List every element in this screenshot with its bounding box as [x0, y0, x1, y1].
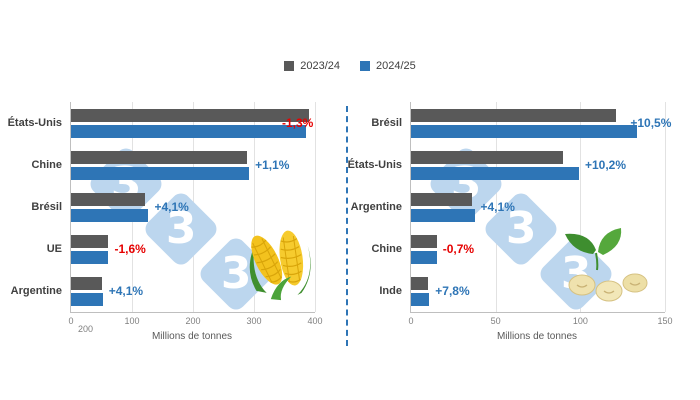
bar-row: -0,7% [411, 228, 665, 270]
bar-row: +1,1% [71, 144, 315, 186]
category-label: Brésil [31, 201, 62, 213]
change-label: -1,6% [114, 242, 146, 256]
bar-row: +10,2% [411, 144, 665, 186]
bar-2024-25 [71, 292, 103, 306]
legend-swatch-2023-24 [284, 61, 295, 71]
bar-row: +4,1% [71, 186, 315, 228]
legend-item-2023-24: 2023/24 [284, 60, 340, 72]
corn-category-labels: États-Unis Chine Brésil UE Argentine [8, 102, 70, 312]
category-label: Argentine [10, 285, 62, 297]
soy-axis-ticks: 0 50 100 150 [408, 312, 672, 328]
category-label: Argentine [350, 201, 402, 213]
corn-bars-area: 0 100 200 300 400 -1,3% +1,1% +4,1% -1,6% +4,1% [68, 102, 323, 326]
change-label: +4,1% [108, 284, 144, 298]
bar-2023-24 [411, 150, 564, 164]
bar-2023-24 [71, 192, 146, 206]
soy-category-labels: Brésil États-Unis Argentine Chine Inde [347, 102, 410, 312]
bar-row: +10,5% [411, 102, 671, 144]
bar-2023-24 [411, 108, 616, 122]
axis-tick-label: 0 [68, 316, 74, 326]
bar-2024-25 [71, 250, 108, 264]
corn-icon [249, 230, 311, 301]
bar-2024-25 [411, 292, 430, 306]
bar-2024-25 [411, 166, 579, 180]
category-label: États-Unis [7, 117, 62, 129]
axis-tick-label: 200 [185, 316, 201, 326]
category-label: Inde [379, 285, 402, 297]
change-label: +1,1% [255, 158, 290, 172]
soy-axis-unit-label: Millions de tonnes [496, 331, 578, 342]
axis-tick-label: 50 [490, 316, 501, 326]
corn-axis-unit-label: Millions de tonnes [151, 331, 233, 342]
category-label: États-Unis [347, 159, 402, 171]
change-label: -1,3% [281, 116, 314, 130]
chart-legend: 2023/24 2024/25 [0, 60, 700, 72]
gridline [665, 102, 666, 312]
bar-2024-25 [71, 208, 149, 222]
bar-2024-25 [411, 208, 475, 222]
change-label: -0,7% [442, 242, 475, 256]
bar-2024-25 [71, 124, 306, 138]
change-label: +4,1% [154, 200, 189, 214]
bar-2023-24 [71, 276, 102, 290]
bar-row: +7,8% [411, 270, 665, 312]
bar-2024-25 [71, 166, 250, 180]
bar-row: +4,1% [411, 186, 665, 228]
gridline [495, 102, 497, 312]
gridline [254, 102, 255, 312]
soy-plot-area: 3 3 3 0 50 100 150 +10,5% +10,2% +4,1% -0,7% +7… [408, 102, 688, 342]
soybean-production-chart: Brésil États-Unis Argentine Chine Inde 3 3 3… [347, 102, 688, 342]
corn-extra-axis-label: 200 [78, 324, 94, 334]
bar-row: +4,1% [71, 270, 315, 312]
bar-2023-24 [411, 234, 437, 248]
change-label: +10,2% [584, 158, 627, 172]
legend-item-2024-25: 2024/25 [360, 60, 416, 72]
legend-label-2024-25: 2024/25 [376, 60, 416, 72]
bar-2023-24 [71, 150, 248, 164]
bar-2024-25 [411, 250, 437, 264]
bar-2023-24 [411, 192, 472, 206]
bar-2024-25 [411, 124, 638, 138]
legend-label-2023-24: 2023/24 [300, 60, 340, 72]
soybean-icon [565, 228, 648, 302]
axis-tick-label: 400 [307, 316, 323, 326]
corn-production-chart: États-Unis Chine Brésil UE Argentine 3 3 3 0… [8, 102, 338, 342]
corn-plot-area: 3 3 3 0 100 200 300 400 -1,3% +1,1% +4,1% -1,6%… [68, 102, 338, 342]
axis-tick-label: 100 [572, 316, 588, 326]
change-label: +10,5% [630, 116, 672, 130]
bar-row: -1,6% [71, 228, 315, 270]
category-label: Chine [371, 243, 402, 255]
bar-2023-24 [71, 108, 309, 122]
category-label: Brésil [371, 117, 402, 129]
bar-row: -1,3% [71, 102, 315, 144]
change-label: +7,8% [435, 284, 470, 298]
axis-tick-label: 100 [124, 316, 140, 326]
corn-axis-ticks: 0 100 200 300 400 [68, 312, 322, 328]
bar-2023-24 [71, 234, 109, 248]
change-label: +4,1% [480, 200, 515, 214]
category-label: Chine [31, 159, 62, 171]
category-label: UE [46, 243, 62, 255]
axis-tick-label: 0 [408, 316, 414, 326]
legend-swatch-2024-25 [360, 61, 370, 71]
bar-2023-24 [411, 276, 428, 290]
axis-tick-label: 300 [246, 316, 262, 326]
gridline [315, 102, 316, 312]
axis-tick-label: 150 [657, 316, 673, 326]
soy-bars-area: 0 50 100 150 +10,5% +10,2% +4,1% -0,7% +7,8% [408, 102, 673, 326]
divider-line [346, 106, 348, 346]
gridline [580, 102, 582, 312]
